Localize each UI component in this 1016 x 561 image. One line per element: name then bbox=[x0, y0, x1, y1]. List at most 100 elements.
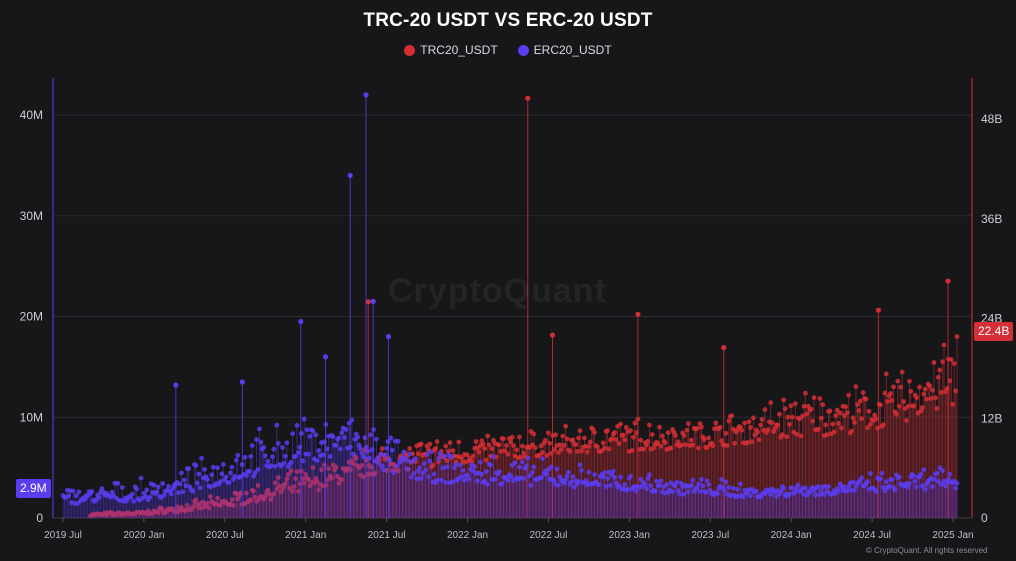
erc20-point bbox=[155, 484, 161, 490]
erc20-point bbox=[789, 485, 795, 491]
erc20-point bbox=[421, 461, 427, 466]
x-tick-label: 2021 Jan bbox=[285, 530, 326, 541]
erc20-point bbox=[531, 464, 537, 470]
trc20-point bbox=[443, 443, 449, 449]
erc20-point bbox=[441, 454, 447, 460]
erc20-point bbox=[954, 480, 960, 486]
trc20-point bbox=[649, 432, 655, 437]
erc20-point bbox=[254, 437, 259, 442]
erc20-point bbox=[613, 480, 619, 486]
erc20-point bbox=[365, 448, 371, 454]
trc20-point bbox=[782, 406, 788, 412]
trc20-point bbox=[621, 432, 626, 438]
y-left-tick-label: 20M bbox=[20, 310, 43, 324]
trc20-spike-point bbox=[635, 311, 641, 317]
trc20-point bbox=[592, 430, 597, 435]
trc20-point bbox=[948, 357, 954, 362]
legend-item-erc20[interactable]: ERC20_USDT bbox=[517, 43, 612, 57]
trc20-point bbox=[434, 439, 440, 444]
trc20-point bbox=[501, 436, 506, 442]
trc20-point bbox=[927, 383, 933, 389]
erc20-point bbox=[210, 464, 216, 470]
erc20-point bbox=[109, 489, 115, 495]
erc20-spike-point bbox=[363, 92, 369, 98]
erc20-point bbox=[413, 456, 418, 461]
erc20-point bbox=[355, 434, 361, 440]
trc20-point bbox=[917, 384, 922, 390]
copyright-notice: © CryptoQuant. All rights reserved bbox=[866, 546, 988, 555]
trc20-point bbox=[941, 342, 947, 348]
erc20-point bbox=[698, 476, 704, 482]
trc20-point bbox=[729, 413, 735, 419]
erc20-point bbox=[265, 458, 271, 464]
erc20-point bbox=[479, 471, 485, 477]
trc20-point bbox=[883, 371, 889, 377]
erc20-point bbox=[388, 435, 394, 441]
trc20-point bbox=[582, 435, 587, 441]
erc20-point bbox=[889, 477, 895, 482]
trc20-point bbox=[531, 431, 537, 437]
erc20-point bbox=[223, 474, 229, 480]
erc20-point bbox=[294, 423, 300, 428]
trc20-point bbox=[827, 408, 833, 414]
erc20-point bbox=[343, 427, 349, 432]
erc20-point bbox=[242, 454, 248, 460]
erc20-point bbox=[330, 434, 336, 440]
trc20-point bbox=[379, 446, 385, 451]
trc20-point bbox=[863, 396, 869, 402]
trc20-point bbox=[485, 433, 491, 439]
erc20-point bbox=[428, 449, 434, 455]
y-left-tick-label: 10M bbox=[20, 410, 43, 424]
erc20-point bbox=[700, 483, 706, 489]
erc20-point bbox=[257, 426, 262, 432]
erc20-spike-point bbox=[298, 318, 304, 325]
erc20-point bbox=[735, 486, 740, 492]
erc20-point bbox=[912, 478, 918, 484]
trc20-point bbox=[701, 437, 707, 442]
trc20-point bbox=[817, 396, 823, 401]
erc20-point bbox=[706, 482, 712, 487]
trc20-point bbox=[486, 442, 492, 448]
y-right-tick-label: 48B bbox=[981, 112, 1002, 126]
trc20-point bbox=[514, 447, 519, 453]
trc20-point bbox=[899, 369, 905, 375]
erc20-point bbox=[690, 477, 696, 483]
trc20-point bbox=[739, 427, 745, 433]
y-right-tick-label: 12B bbox=[981, 411, 1002, 425]
trc20-point bbox=[906, 378, 912, 384]
watermark: CryptoQuant bbox=[388, 272, 607, 310]
erc20-point bbox=[437, 451, 443, 456]
trc20-point bbox=[660, 433, 665, 439]
erc20-point bbox=[144, 487, 150, 493]
x-tick-label: 2022 Jan bbox=[447, 530, 488, 541]
erc20-point bbox=[753, 488, 759, 494]
erc20-point bbox=[610, 468, 616, 474]
erc20-point bbox=[883, 479, 889, 485]
erc20-point bbox=[151, 482, 157, 488]
trc20-point bbox=[564, 436, 570, 442]
erc20-point bbox=[196, 471, 202, 477]
erc20-point bbox=[410, 459, 415, 464]
erc20-point bbox=[478, 459, 483, 465]
legend-label-trc20: TRC20_USDT bbox=[420, 43, 498, 57]
trc20-point bbox=[427, 441, 433, 447]
trc20-point bbox=[922, 386, 928, 392]
trc20-spike-point bbox=[365, 299, 371, 305]
trc20-point bbox=[577, 428, 583, 434]
erc20-point bbox=[298, 431, 304, 436]
legend-item-trc20[interactable]: TRC20_USDT bbox=[404, 43, 498, 57]
erc20-point bbox=[453, 462, 459, 468]
erc20-point bbox=[496, 469, 502, 475]
trc20-point bbox=[553, 432, 558, 438]
erc20-point bbox=[362, 435, 368, 441]
erc20-point bbox=[859, 475, 865, 481]
trc20-point bbox=[632, 420, 638, 426]
erc20-spike-point bbox=[239, 379, 245, 385]
erc20-point bbox=[465, 472, 470, 478]
erc20-point bbox=[389, 447, 395, 453]
erc20-point bbox=[70, 488, 76, 494]
trc20-point bbox=[532, 445, 538, 451]
trc20-point bbox=[560, 433, 566, 439]
